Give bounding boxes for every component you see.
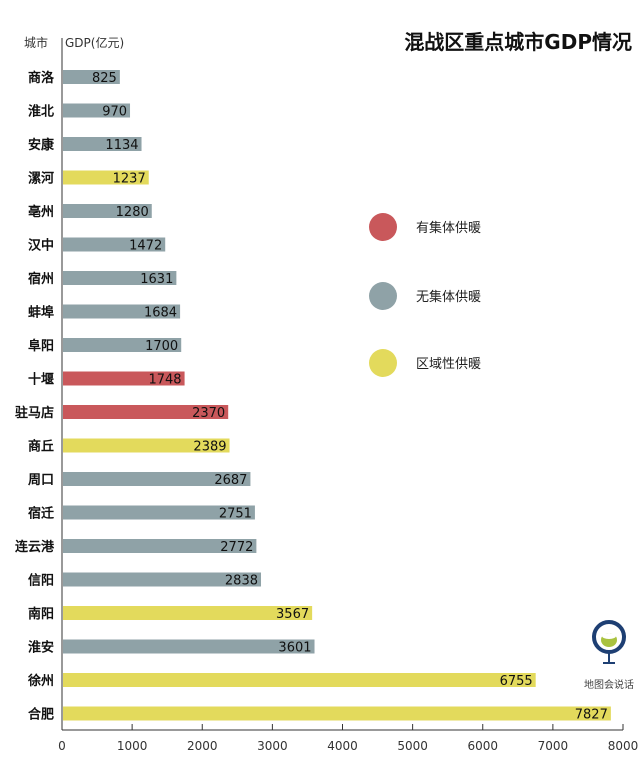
- category-label: 安康: [28, 137, 55, 153]
- bar: [63, 304, 181, 319]
- data-label: 7827: [575, 708, 608, 723]
- data-label: 1700: [145, 339, 178, 354]
- category-label: 连云港: [15, 539, 55, 555]
- category-label: 南阳: [28, 606, 54, 622]
- bar: [63, 438, 230, 453]
- legend-label: 无集体供暖: [416, 289, 481, 305]
- data-label: 2389: [193, 440, 226, 455]
- bar: [63, 371, 185, 386]
- bar: [63, 539, 257, 553]
- category-header: 城市: [24, 35, 48, 50]
- bar: [63, 271, 177, 285]
- bar: [63, 103, 131, 118]
- bar: [63, 137, 142, 151]
- bar: [63, 706, 611, 721]
- bar: [63, 70, 120, 84]
- x-tick-label: 7000: [538, 739, 569, 753]
- data-label: 2370: [192, 406, 225, 421]
- legend-marker: [369, 213, 397, 241]
- category-label: 宿州: [28, 271, 54, 287]
- watermark-text: 地图会说话: [584, 680, 634, 691]
- category-label: 汉中: [28, 238, 54, 254]
- category-label: 淮安: [27, 640, 54, 656]
- data-label: 1631: [140, 272, 173, 287]
- category-label: 信阳: [28, 573, 54, 589]
- bar: [63, 673, 536, 687]
- category-label: 亳州: [28, 204, 54, 220]
- data-label: 1280: [116, 205, 149, 220]
- x-tick-label: 2000: [187, 739, 218, 753]
- category-label: 蚌埠: [28, 305, 54, 321]
- data-label: 1472: [129, 239, 162, 254]
- data-label: 1684: [144, 306, 177, 321]
- bar: [63, 237, 166, 252]
- data-label: 2687: [214, 473, 247, 488]
- category-label: 驻马店: [15, 405, 54, 421]
- bar: [63, 204, 152, 218]
- data-label: 1748: [148, 373, 181, 388]
- bar: [63, 405, 229, 419]
- data-label: 2772: [220, 540, 253, 555]
- x-tick-label: 1000: [117, 739, 148, 753]
- x-tick-label: 6000: [467, 739, 498, 753]
- bar: [63, 170, 149, 185]
- category-label: 周口: [28, 473, 54, 488]
- data-label: 3567: [276, 607, 309, 622]
- legend-marker: [369, 282, 397, 310]
- bar: [63, 639, 315, 654]
- data-label: 1134: [105, 138, 138, 153]
- category-label: 商洛: [28, 70, 55, 86]
- chart-title: 混战区重点城市GDP情况: [404, 30, 632, 54]
- legend-label: 有集体供暖: [416, 220, 481, 236]
- bar: [63, 606, 313, 620]
- category-label: 商丘: [28, 439, 54, 455]
- x-tick-label: 8000: [608, 739, 639, 753]
- data-label: 2838: [225, 574, 258, 589]
- value-header: GDP(亿元): [65, 35, 124, 50]
- bar: [63, 505, 255, 520]
- bar: [63, 572, 262, 587]
- data-label: 825: [92, 71, 117, 86]
- data-label: 2751: [219, 507, 252, 522]
- category-label: 徐州: [27, 673, 54, 689]
- x-tick-label: 0: [58, 739, 66, 753]
- legend-label: 区域性供暖: [416, 357, 481, 372]
- bar: [63, 338, 182, 352]
- data-label: 1237: [113, 172, 146, 187]
- x-tick-label: 3000: [257, 739, 288, 753]
- category-label: 阜阳: [28, 338, 54, 354]
- category-label: 淮北: [27, 104, 54, 120]
- bar: [63, 472, 251, 486]
- category-label: 漯河: [28, 171, 54, 187]
- category-label: 合肥: [28, 707, 54, 723]
- data-label: 970: [102, 105, 127, 120]
- category-label: 宿迁: [28, 506, 54, 522]
- legend-marker: [369, 349, 397, 377]
- x-tick-label: 5000: [397, 739, 428, 753]
- data-label: 3601: [278, 641, 311, 656]
- x-tick-label: 4000: [327, 739, 358, 753]
- data-label: 6755: [500, 674, 533, 689]
- category-label: 十堰: [28, 372, 54, 388]
